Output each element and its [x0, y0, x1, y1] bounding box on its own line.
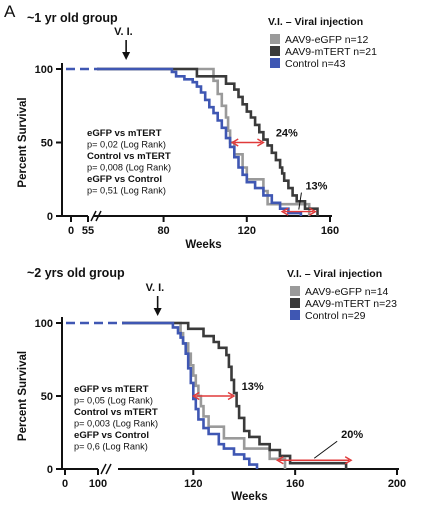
difference-arrowhead — [230, 138, 239, 147]
stats-pvalue: p= 0,003 (Log Rank) — [74, 419, 158, 429]
x-tick-label: 160 — [321, 225, 339, 237]
x-tick-label: 80 — [157, 225, 169, 237]
survival-curve-mtert — [122, 321, 348, 469]
legend: V.I. – Viral injection AAV9-eGFP n=12AAV9… — [268, 16, 377, 70]
viral-injection-arrowhead — [153, 308, 162, 316]
stats-pvalue: p= 0,51 (Log Rank) — [87, 186, 166, 196]
legend-entry: AAV9-mTERT n=23 — [305, 298, 397, 310]
x-tick-label: 200 — [388, 478, 406, 490]
x-tick-label: 100 — [89, 478, 107, 490]
axis-break-mark — [105, 463, 112, 475]
difference-label-leader — [298, 192, 302, 210]
difference-arrowhead — [257, 138, 265, 147]
legend-entry: Control n=29 — [305, 310, 366, 322]
stats-comparison: eGFP vs Control — [74, 430, 149, 441]
legend-title: V.I. – Viral injection — [287, 268, 382, 280]
legend-entry: AAV9-eGFP n=12 — [285, 34, 369, 46]
stats-comparison: Control vs mTERT — [87, 151, 171, 162]
difference-arrowhead — [191, 391, 200, 401]
x-tick-label: 0 — [68, 225, 74, 237]
stats-comparison: eGFP vs mTERT — [87, 128, 162, 139]
y-axis-label: Percent Survival — [17, 97, 29, 187]
x-axis-label: Weeks — [185, 239, 221, 251]
legend-swatch-mtert — [290, 298, 300, 308]
x-tick-label: 120 — [238, 225, 256, 237]
y-tick-label: 0 — [47, 211, 53, 223]
legend: V.I. – Viral injection AAV9-eGFP n=14AAV9… — [287, 268, 397, 322]
x-axis-label: Weeks — [231, 491, 267, 503]
axis-break-mark — [90, 210, 97, 222]
panel-letter: A — [4, 2, 16, 21]
x-tick-label: 55 — [82, 225, 94, 237]
x-tick-label: 160 — [286, 478, 304, 490]
axis-break-mark — [100, 463, 107, 475]
legend-entry: Control n=43 — [285, 58, 346, 70]
y-tick-label: 100 — [35, 64, 53, 76]
chart-title: ~2 yrs old group — [27, 266, 125, 280]
stats-pvalue: p= 0,6 (Log Rank) — [74, 442, 148, 452]
difference-arrowhead — [227, 391, 236, 401]
y-tick-label: 50 — [41, 138, 53, 150]
legend-title: V.I. – Viral injection — [268, 16, 363, 28]
chart-panel-1: ~1 yr old group 0 50 100 Percent Survival 0 55… — [17, 11, 377, 251]
difference-label-leader — [313, 440, 338, 459]
difference-label: 20% — [341, 429, 363, 441]
chart-panel-2: ~2 yrs old group 0 50 100 Percent Survival 0 1… — [17, 266, 406, 503]
legend-entry: AAV9-eGFP n=14 — [305, 286, 389, 298]
survival-curve-mtert — [97, 67, 319, 216]
viral-injection-label: V. I. — [146, 282, 165, 294]
x-tick-label: 0 — [62, 478, 68, 490]
legend-swatch-egfp — [290, 286, 300, 296]
legend-swatch-egfp — [270, 34, 280, 44]
stats-pvalue: p= 0,02 (Log Rank) — [87, 140, 166, 150]
y-tick-label: 100 — [35, 318, 53, 330]
y-tick-label: 50 — [41, 391, 53, 403]
stats-pvalue: p= 0,05 (Log Rank) — [74, 396, 153, 406]
y-tick-label: 0 — [47, 464, 53, 476]
legend-swatch-control — [290, 310, 300, 320]
stats-comparison: Control vs mTERT — [74, 407, 158, 418]
y-axis-label: Percent Survival — [17, 351, 29, 441]
viral-injection-arrowhead — [122, 52, 131, 60]
difference-label: 13% — [242, 381, 264, 393]
stats-pvalue: p= 0,008 (Log Rank) — [87, 163, 171, 173]
difference-arrowhead — [309, 207, 317, 216]
axis-break-mark — [95, 210, 102, 222]
stats-comparison: eGFP vs Control — [87, 174, 162, 185]
legend-swatch-mtert — [270, 46, 280, 56]
legend-entry: AAV9-mTERT n=21 — [285, 46, 377, 58]
difference-label: 13% — [305, 181, 327, 193]
x-tick-label: 120 — [184, 478, 202, 490]
stats-comparison: eGFP vs mTERT — [74, 384, 149, 395]
viral-injection-label: V. I. — [114, 26, 133, 38]
difference-arrowhead — [280, 207, 289, 216]
chart-title: ~1 yr old group — [27, 11, 118, 25]
difference-label: 24% — [276, 128, 298, 140]
survival-curve-control — [122, 321, 259, 469]
legend-swatch-control — [270, 58, 280, 68]
difference-arrowhead — [344, 456, 353, 465]
difference-arrowhead — [275, 456, 284, 465]
survival-curve-control — [97, 67, 303, 216]
